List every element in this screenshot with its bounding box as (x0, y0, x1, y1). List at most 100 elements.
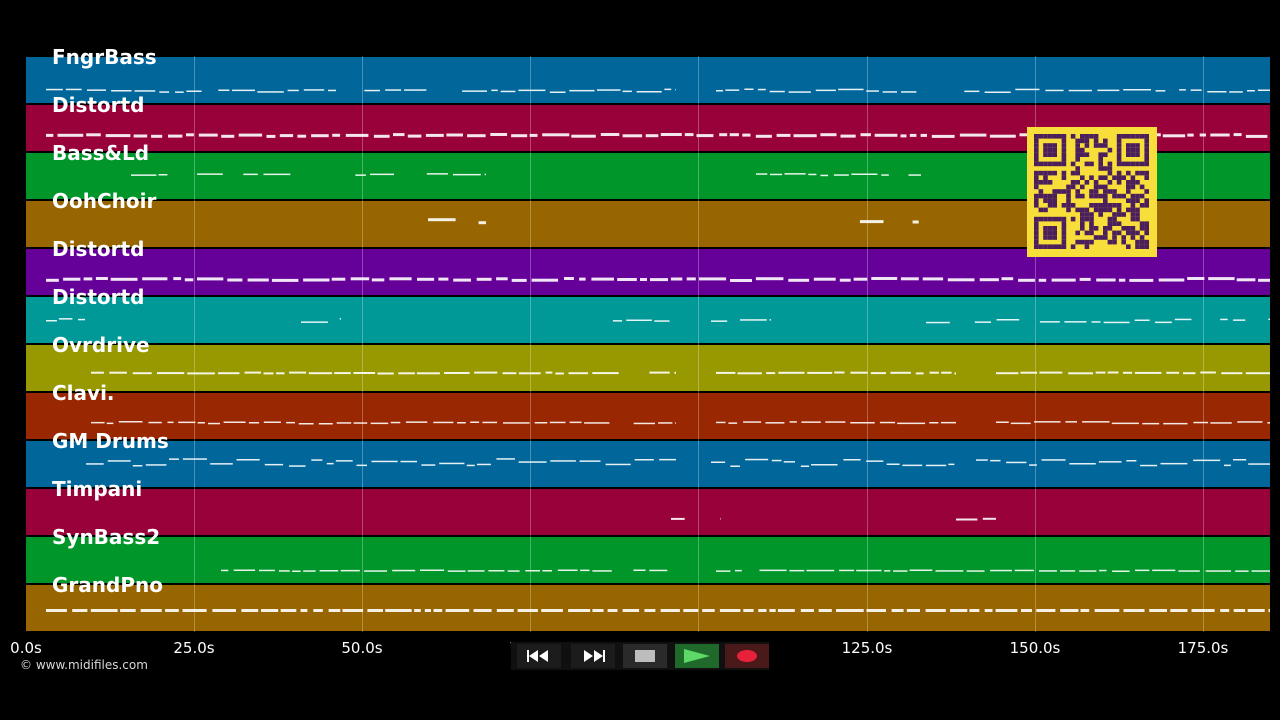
note (1034, 421, 1061, 423)
qr-module (1139, 193, 1145, 199)
note (569, 421, 582, 424)
note (300, 609, 308, 612)
note (541, 609, 563, 612)
qr-module (1043, 143, 1048, 148)
qr-module (1135, 193, 1140, 199)
note (769, 319, 771, 321)
note (989, 134, 1016, 138)
qr-module (1135, 239, 1140, 245)
qr-module (1112, 175, 1117, 180)
qr-module (1066, 189, 1071, 194)
note (776, 133, 791, 137)
note (280, 609, 297, 612)
time-tick-label: 25.0s (173, 639, 215, 657)
qr-module (1043, 216, 1048, 222)
note (339, 318, 341, 320)
stop-button[interactable] (623, 644, 667, 668)
qr-module (1034, 175, 1039, 180)
qr-module (1066, 203, 1071, 208)
qr-module (1052, 203, 1057, 208)
note (1107, 371, 1119, 374)
qr-module (1080, 138, 1085, 144)
note (612, 320, 623, 322)
qr-module (1034, 221, 1039, 226)
qr-module (1107, 203, 1113, 208)
qr-module (1034, 147, 1039, 153)
note (719, 133, 728, 137)
note (356, 464, 367, 467)
note (488, 570, 505, 572)
note (208, 422, 220, 425)
note (398, 372, 415, 375)
qr-module (1112, 216, 1117, 222)
note (371, 278, 385, 282)
note (982, 517, 996, 520)
qr-module (1103, 189, 1108, 194)
qr-module (1089, 161, 1094, 167)
record-button[interactable] (725, 644, 769, 668)
note (173, 277, 182, 281)
note (900, 134, 907, 138)
qr-module (1043, 198, 1048, 203)
note (1015, 88, 1040, 91)
qr-module (1139, 134, 1145, 139)
note (57, 133, 84, 137)
qr-module (1080, 239, 1085, 245)
qr-module (1116, 180, 1122, 185)
note (640, 278, 647, 281)
note (850, 422, 875, 424)
note (607, 609, 618, 612)
note (184, 278, 194, 282)
note (902, 464, 923, 467)
qr-module (1038, 207, 1044, 213)
qr-module (1130, 147, 1136, 153)
qr-module (1130, 230, 1136, 236)
qr-module (1130, 235, 1136, 240)
note (227, 278, 243, 282)
qr-module (1130, 134, 1136, 139)
qr-module (1107, 170, 1113, 176)
note (63, 277, 81, 281)
qr-module (1084, 138, 1090, 144)
play-button[interactable] (675, 644, 719, 668)
note (371, 460, 398, 463)
note (770, 173, 783, 176)
note (1233, 133, 1242, 137)
note (658, 422, 673, 424)
note (1094, 609, 1120, 612)
note (711, 320, 728, 322)
qr-module (1116, 175, 1122, 180)
note (46, 88, 63, 91)
qr-module (1103, 198, 1108, 203)
qr-module (1034, 161, 1039, 167)
fast-forward-button[interactable] (571, 644, 615, 668)
qr-module (1144, 143, 1149, 148)
qr-module (1144, 152, 1149, 157)
note (336, 422, 352, 424)
note (915, 372, 924, 375)
note (984, 609, 993, 612)
qr-module (1093, 180, 1099, 185)
rewind-button[interactable] (517, 644, 561, 668)
note (649, 569, 668, 572)
qr-module (1130, 143, 1136, 148)
note (420, 569, 445, 571)
qr-module (1126, 170, 1131, 176)
note (331, 277, 346, 281)
note (909, 133, 917, 137)
note (106, 422, 114, 425)
note (511, 134, 528, 138)
qr-module (1130, 207, 1136, 213)
note (1200, 371, 1216, 374)
note (759, 569, 787, 572)
qr-module (1061, 230, 1067, 236)
note (925, 609, 946, 612)
qr-module (1043, 152, 1048, 157)
note (78, 318, 85, 321)
note (737, 372, 762, 375)
qr-module (1075, 239, 1080, 245)
note (142, 277, 168, 281)
qr-module (1112, 235, 1117, 240)
qr-module (1135, 170, 1140, 176)
qr-module (1061, 170, 1067, 176)
